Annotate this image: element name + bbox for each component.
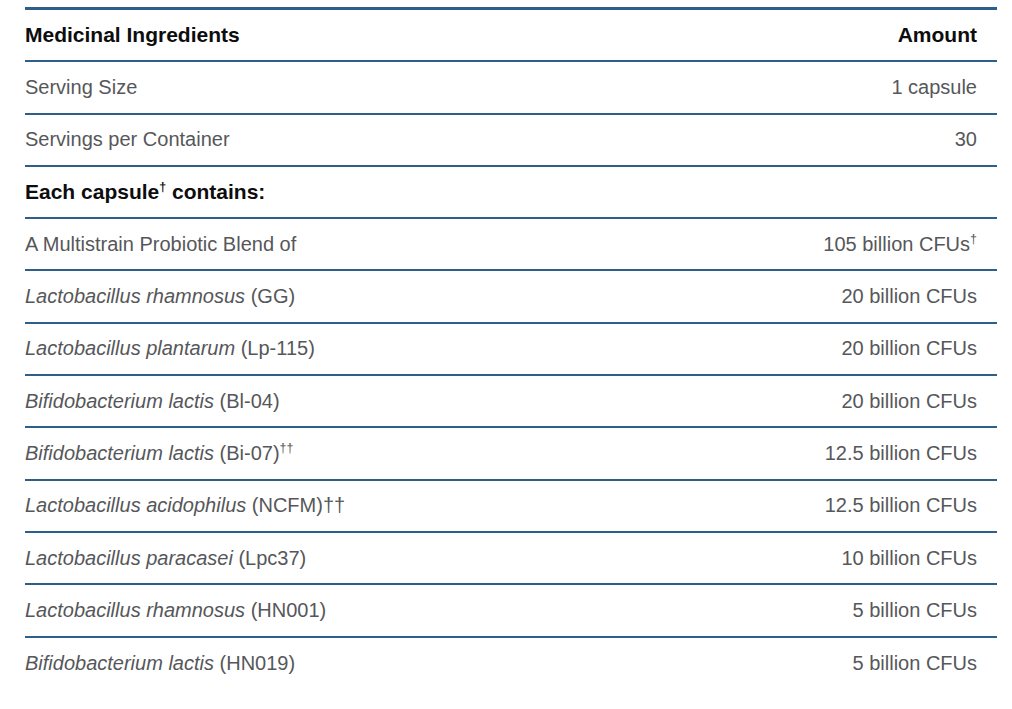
table-row-strain: Lactobacillus paracasei (Lpc37) 10 billi…: [25, 533, 997, 585]
row-amount: 12.5 billion CFUs: [825, 442, 997, 465]
column-header-ingredients: Medicinal Ingredients: [25, 23, 240, 47]
row-label: Serving Size: [25, 76, 137, 99]
row-amount: 12.5 billion CFUs: [825, 494, 997, 517]
table-row-strain: Lactobacillus rhamnosus (HN001) 5 billio…: [25, 585, 997, 637]
row-amount: 30: [955, 128, 997, 151]
section-title-post: contains:: [166, 180, 265, 203]
species-name: Bifidobacterium lactis: [25, 442, 214, 464]
species-name: Lactobacillus rhamnosus: [25, 599, 245, 621]
strain-code: (HN019): [214, 652, 295, 674]
section-title: Each capsule† contains:: [25, 180, 265, 204]
row-amount: 20 billion CFUs: [841, 390, 997, 413]
row-amount: 5 billion CFUs: [853, 652, 997, 675]
table-row-section-header: Each capsule† contains:: [25, 167, 997, 219]
row-label: Servings per Container: [25, 128, 230, 151]
ingredient-name: Bifidobacterium lactis (HN019): [25, 652, 295, 675]
row-amount: 10 billion CFUs: [841, 547, 997, 570]
ingredient-name: Bifidobacterium lactis (Bi-07)††: [25, 442, 293, 465]
strain-code: (Bl-04): [214, 390, 280, 412]
ingredient-name: Lactobacillus rhamnosus (GG): [25, 285, 295, 308]
row-amount: 1 capsule: [891, 76, 997, 99]
dagger-note: †: [970, 232, 977, 246]
row-amount: 5 billion CFUs: [853, 599, 997, 622]
table-row-strain: Lactobacillus rhamnosus (GG) 20 billion …: [25, 271, 997, 323]
strain-code: (NCFM)††: [246, 494, 345, 516]
species-name: Bifidobacterium lactis: [25, 390, 214, 412]
strain-code: (Lpc37): [233, 547, 306, 569]
strain-code: (Bi-07): [214, 442, 280, 464]
strain-code: (HN001): [245, 599, 326, 621]
species-name: Bifidobacterium lactis: [25, 652, 214, 674]
table-row-strain: Bifidobacterium lactis (Bl-04) 20 billio…: [25, 376, 997, 428]
strain-code: (GG): [245, 285, 295, 307]
row-label: A Multistrain Probiotic Blend of: [25, 233, 296, 256]
table-row-servings-per-container: Servings per Container 30: [25, 115, 997, 167]
species-name: Lactobacillus acidophilus: [25, 494, 246, 516]
table-row-strain: Bifidobacterium lactis (HN019) 5 billion…: [25, 638, 997, 690]
ingredient-name: Lactobacillus acidophilus (NCFM)††: [25, 494, 345, 517]
row-amount: 20 billion CFUs: [841, 285, 997, 308]
species-name: Lactobacillus plantarum: [25, 337, 235, 359]
table-row-strain: Lactobacillus plantarum (Lp-115) 20 bill…: [25, 324, 997, 376]
strain-code: (Lp-115): [235, 337, 315, 359]
section-title-pre: Each capsule: [25, 180, 159, 203]
dagger-note: ††: [280, 441, 294, 455]
table-row-serving-size: Serving Size 1 capsule: [25, 62, 997, 114]
species-name: Lactobacillus rhamnosus: [25, 285, 245, 307]
row-amount: 105 billion CFUs†: [823, 233, 997, 256]
table-row-strain: Lactobacillus acidophilus (NCFM)†† 12.5 …: [25, 481, 997, 533]
amount-value: 105 billion CFUs: [823, 233, 970, 255]
table-header-row: Medicinal Ingredients Amount: [25, 10, 997, 62]
row-amount: 20 billion CFUs: [841, 337, 997, 360]
table-row-strain: Bifidobacterium lactis (Bi-07)†† 12.5 bi…: [25, 428, 997, 480]
ingredient-name: Lactobacillus rhamnosus (HN001): [25, 599, 326, 622]
medicinal-ingredients-table: Medicinal Ingredients Amount Serving Siz…: [25, 7, 997, 690]
ingredient-name: Bifidobacterium lactis (Bl-04): [25, 390, 280, 413]
ingredient-name: Lactobacillus paracasei (Lpc37): [25, 547, 306, 570]
column-header-amount: Amount: [898, 23, 997, 47]
ingredient-name: Lactobacillus plantarum (Lp-115): [25, 337, 315, 360]
table-row-probiotic-blend: A Multistrain Probiotic Blend of 105 bil…: [25, 219, 997, 271]
species-name: Lactobacillus paracasei: [25, 547, 233, 569]
